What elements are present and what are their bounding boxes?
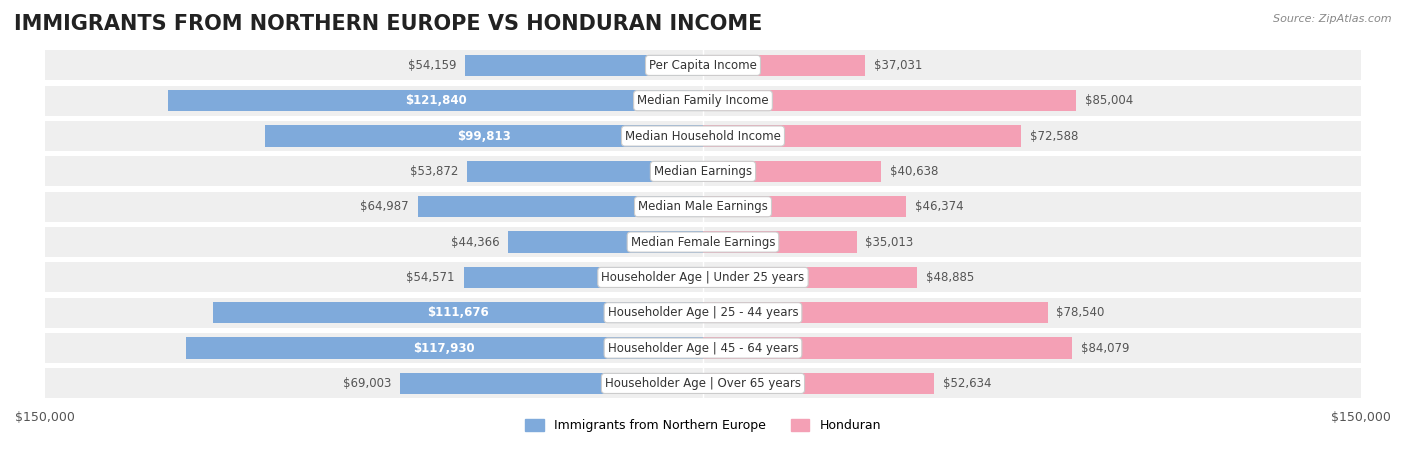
- Text: Householder Age | Over 65 years: Householder Age | Over 65 years: [605, 377, 801, 390]
- Bar: [703, 126, 1021, 147]
- Bar: [45, 191, 1361, 222]
- Bar: [465, 55, 703, 76]
- Text: $78,540: $78,540: [1056, 306, 1105, 319]
- Text: Median Family Income: Median Family Income: [637, 94, 769, 107]
- Bar: [45, 227, 1361, 257]
- Bar: [45, 50, 1361, 80]
- Text: $84,079: $84,079: [1081, 341, 1129, 354]
- Bar: [703, 338, 1071, 359]
- Bar: [45, 121, 1361, 151]
- Bar: [45, 85, 1361, 116]
- Bar: [703, 90, 1076, 111]
- Text: $48,885: $48,885: [927, 271, 974, 284]
- Text: $54,159: $54,159: [408, 59, 457, 72]
- Text: Householder Age | 25 - 44 years: Householder Age | 25 - 44 years: [607, 306, 799, 319]
- Text: Median Household Income: Median Household Income: [626, 129, 780, 142]
- Bar: [703, 55, 866, 76]
- Bar: [45, 156, 1361, 186]
- Bar: [703, 373, 934, 394]
- Bar: [214, 302, 703, 323]
- Text: Median Female Earnings: Median Female Earnings: [631, 235, 775, 248]
- Bar: [509, 232, 703, 253]
- Bar: [45, 368, 1361, 398]
- Bar: [467, 161, 703, 182]
- Bar: [703, 267, 918, 288]
- Text: $64,987: $64,987: [360, 200, 409, 213]
- Text: $99,813: $99,813: [457, 129, 510, 142]
- Text: Median Male Earnings: Median Male Earnings: [638, 200, 768, 213]
- Bar: [703, 302, 1047, 323]
- Text: $35,013: $35,013: [865, 235, 914, 248]
- Bar: [266, 126, 703, 147]
- Text: $111,676: $111,676: [427, 306, 489, 319]
- Text: $37,031: $37,031: [875, 59, 922, 72]
- Text: $85,004: $85,004: [1084, 94, 1133, 107]
- Bar: [703, 232, 856, 253]
- Bar: [401, 373, 703, 394]
- Bar: [169, 90, 703, 111]
- Bar: [45, 262, 1361, 292]
- Text: $44,366: $44,366: [451, 235, 499, 248]
- Legend: Immigrants from Northern Europe, Honduran: Immigrants from Northern Europe, Hondura…: [520, 414, 886, 437]
- Text: $69,003: $69,003: [343, 377, 391, 390]
- Text: $72,588: $72,588: [1031, 129, 1078, 142]
- Text: $121,840: $121,840: [405, 94, 467, 107]
- Text: $52,634: $52,634: [942, 377, 991, 390]
- Text: $46,374: $46,374: [915, 200, 965, 213]
- Bar: [418, 196, 703, 217]
- Text: Per Capita Income: Per Capita Income: [650, 59, 756, 72]
- Text: Median Earnings: Median Earnings: [654, 165, 752, 178]
- Bar: [45, 333, 1361, 363]
- Text: $54,571: $54,571: [406, 271, 454, 284]
- Bar: [703, 196, 907, 217]
- Bar: [464, 267, 703, 288]
- Text: IMMIGRANTS FROM NORTHERN EUROPE VS HONDURAN INCOME: IMMIGRANTS FROM NORTHERN EUROPE VS HONDU…: [14, 14, 762, 34]
- Text: Householder Age | 45 - 64 years: Householder Age | 45 - 64 years: [607, 341, 799, 354]
- Text: $117,930: $117,930: [413, 341, 475, 354]
- Bar: [45, 298, 1361, 328]
- Bar: [186, 338, 703, 359]
- Text: $53,872: $53,872: [409, 165, 458, 178]
- Bar: [703, 161, 882, 182]
- Text: Source: ZipAtlas.com: Source: ZipAtlas.com: [1274, 14, 1392, 24]
- Text: Householder Age | Under 25 years: Householder Age | Under 25 years: [602, 271, 804, 284]
- Text: $40,638: $40,638: [890, 165, 938, 178]
